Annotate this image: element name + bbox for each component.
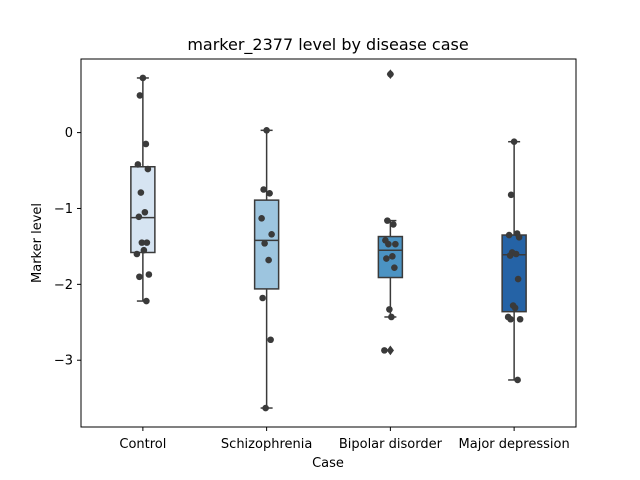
data-point xyxy=(136,92,144,99)
data-point xyxy=(258,215,265,222)
data-point xyxy=(262,404,269,412)
data-point xyxy=(143,239,151,246)
data-point xyxy=(385,240,392,248)
y-tick-label: 0 xyxy=(65,126,73,141)
chart-title: marker_2377 level by disease case xyxy=(187,35,468,55)
data-point xyxy=(260,186,267,193)
data-point xyxy=(516,315,524,323)
data-point xyxy=(136,273,143,281)
x-tick-label: Major depression xyxy=(459,437,570,452)
data-point xyxy=(141,208,149,216)
data-point xyxy=(263,127,270,134)
y-axis-label: Marker level xyxy=(30,203,45,283)
data-point xyxy=(133,250,141,258)
data-point xyxy=(135,213,143,221)
plot-area: 0 −1 −2 −3 Control Schizophrenia Bipolar disor… xyxy=(54,58,577,452)
data-point xyxy=(139,74,147,82)
data-point xyxy=(511,304,519,312)
data-point xyxy=(143,297,150,305)
data-point xyxy=(515,234,523,241)
data-point xyxy=(267,336,274,344)
x-tick-label: Bipolar disorder xyxy=(339,437,443,452)
data-point xyxy=(134,161,142,168)
data-point xyxy=(512,250,520,258)
y-tick-label: −3 xyxy=(54,354,73,369)
data-point xyxy=(388,313,395,321)
data-point xyxy=(142,140,150,148)
data-point xyxy=(140,246,148,254)
x-axis-label: Case xyxy=(312,456,344,471)
data-point xyxy=(384,217,391,224)
x-tick-label: Control xyxy=(119,437,166,452)
outlier-marker xyxy=(386,345,394,356)
data-point xyxy=(507,315,514,323)
data-point xyxy=(381,347,388,354)
data-point xyxy=(144,165,152,173)
data-point xyxy=(390,221,397,228)
data-point xyxy=(514,275,522,283)
data-point xyxy=(265,256,272,264)
y-tick-label: −2 xyxy=(54,278,73,293)
data-point xyxy=(391,264,398,271)
data-point xyxy=(506,252,514,259)
data-point xyxy=(510,138,518,146)
box-major-depression xyxy=(501,234,527,313)
data-point xyxy=(268,230,275,238)
data-point xyxy=(138,239,146,246)
data-point xyxy=(507,191,515,199)
y-tick-label: −1 xyxy=(54,202,73,217)
plot-frame xyxy=(80,58,577,428)
data-point xyxy=(266,190,273,197)
data-point xyxy=(259,294,266,302)
data-point xyxy=(386,306,393,313)
data-point xyxy=(505,231,513,239)
data-point xyxy=(392,240,399,248)
data-point xyxy=(383,255,390,262)
data-point xyxy=(514,376,521,384)
data-point xyxy=(137,189,145,196)
data-point xyxy=(389,252,396,260)
data-point xyxy=(145,271,153,278)
data-point xyxy=(387,70,394,78)
x-tick-label: Schizophrenia xyxy=(221,437,312,452)
data-point xyxy=(261,240,268,247)
